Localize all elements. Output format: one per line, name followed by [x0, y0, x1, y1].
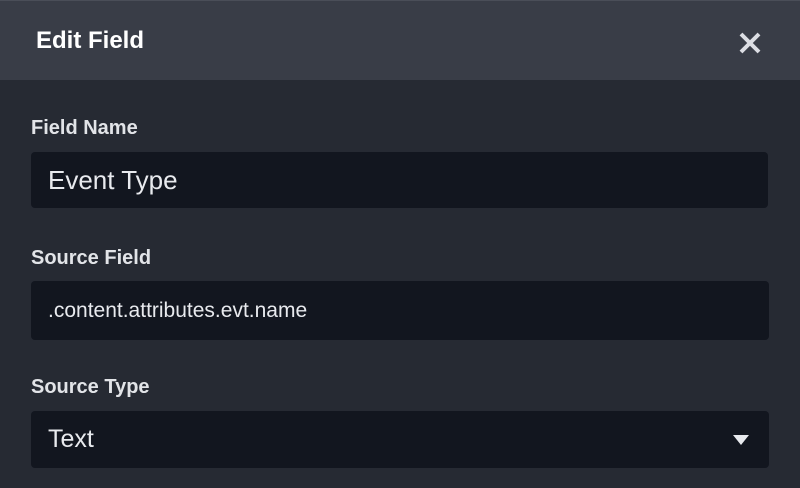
source-type-label: Source Type [31, 376, 150, 398]
field-name-label: Field Name [31, 117, 138, 139]
source-field-input[interactable]: .content.attributes.evt.name [31, 281, 769, 340]
chevron-down-icon [733, 435, 749, 445]
close-icon [739, 32, 761, 54]
source-field-label: Source Field [31, 247, 152, 269]
dialog-header: Edit Field [0, 0, 800, 80]
dialog-title: Edit Field [36, 27, 144, 54]
source-type-select[interactable]: Text [31, 411, 769, 468]
field-name-input[interactable]: Event Type [31, 152, 768, 208]
source-type-value: Text [48, 425, 94, 453]
close-button[interactable] [736, 29, 764, 57]
